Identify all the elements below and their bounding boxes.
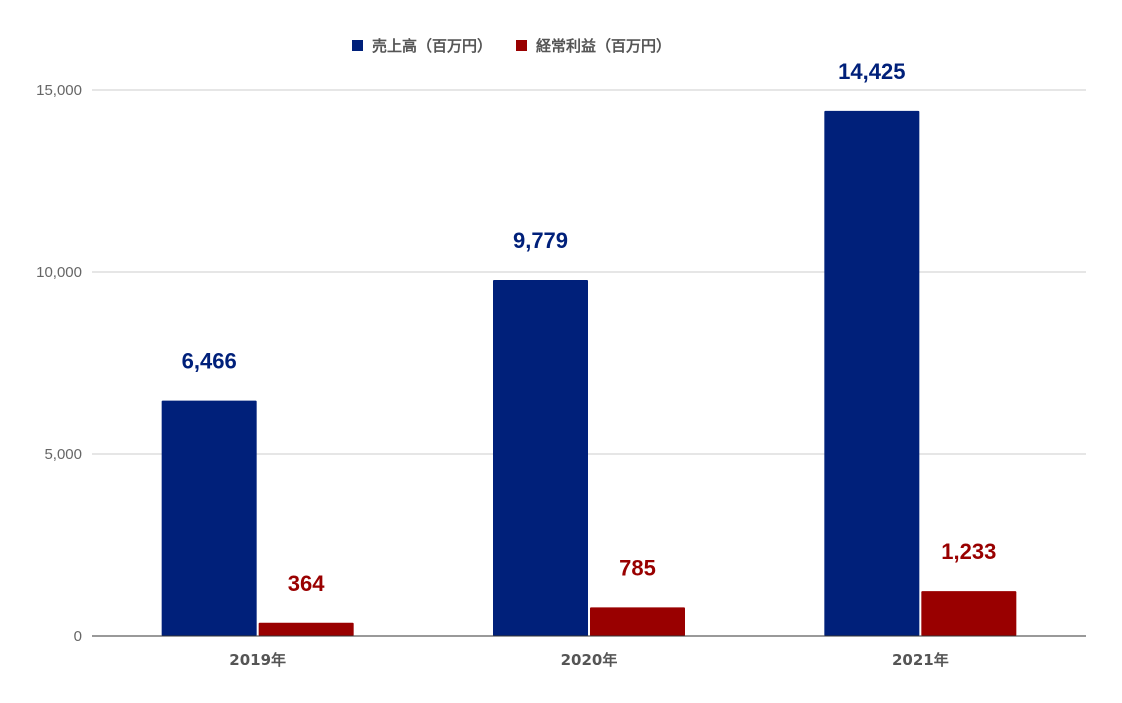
data-label-sales: 14,425 <box>838 59 905 84</box>
bar-sales <box>824 110 920 637</box>
data-label-ordinary-profit: 1,233 <box>941 539 996 564</box>
gridlines <box>92 89 1086 455</box>
y-tick-label: 5,000 <box>44 446 82 463</box>
data-labels: 6,466 364 9,779 785 14,425 1,233 <box>182 59 997 596</box>
y-tick-label: 15,000 <box>36 82 82 99</box>
legend-label-sales: 売上高（百万円） <box>372 37 492 55</box>
data-label-sales: 9,779 <box>513 228 568 253</box>
bars <box>161 110 1017 637</box>
y-tick-label: 10,000 <box>36 264 82 281</box>
x-axis-labels: 2019年 2020年 2021年 <box>229 651 948 669</box>
x-tick-label: 2021年 <box>892 651 949 669</box>
y-axis-ticks: 0 5,000 10,000 15,000 <box>36 82 82 645</box>
bar-ordinary-profit <box>258 622 354 636</box>
x-tick-label: 2019年 <box>229 651 286 669</box>
data-label-ordinary-profit: 364 <box>288 571 325 596</box>
legend-swatch-ordinary-profit <box>516 40 527 51</box>
legend: 売上高（百万円） 経常利益（百万円） <box>352 37 671 55</box>
bar-sales <box>161 400 257 636</box>
legend-label-ordinary-profit: 経常利益（百万円） <box>536 37 671 55</box>
bar-ordinary-profit <box>921 591 1017 636</box>
data-label-sales: 6,466 <box>182 349 237 374</box>
bar-sales <box>493 280 588 636</box>
legend-swatch-sales <box>352 40 363 51</box>
data-label-ordinary-profit: 785 <box>619 555 656 580</box>
y-tick-label: 0 <box>74 628 82 645</box>
x-tick-label: 2020年 <box>561 651 618 669</box>
bar-ordinary-profit <box>590 607 685 636</box>
